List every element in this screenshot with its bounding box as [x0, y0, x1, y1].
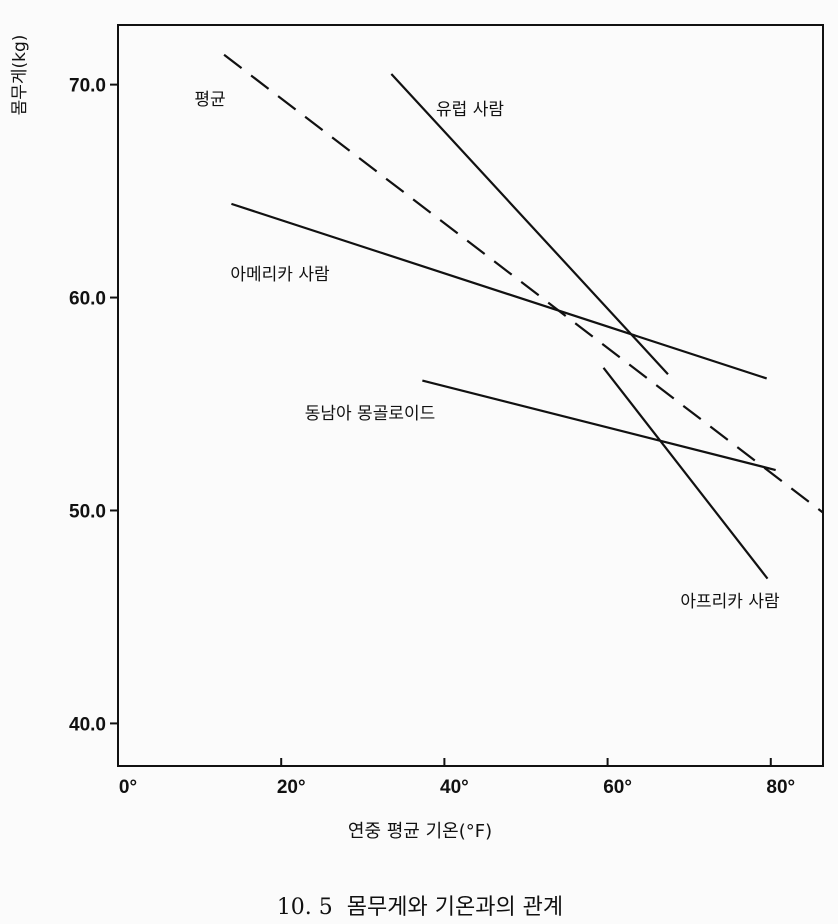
series-line	[422, 379, 776, 472]
series-line	[223, 53, 824, 514]
y-axis-label: 몸무게(kg)	[10, 35, 30, 116]
y-tick-label: 50.0	[69, 501, 106, 522]
x-tick-label: 20°	[277, 777, 306, 798]
caption: 10. 5 몸무게와 기온과의 관계	[277, 895, 563, 920]
x-tick-label: 0°	[119, 777, 137, 798]
x-tick-label: 80°	[766, 777, 795, 798]
series-label: 아프리카 사람	[680, 592, 780, 612]
plot-frame	[117, 24, 824, 767]
series-label: 아메리카 사람	[230, 265, 330, 285]
y-tick-label: 40.0	[69, 714, 106, 735]
y-tick-label: 70.0	[69, 76, 106, 97]
x-tick-label: 60°	[603, 777, 632, 798]
series-line	[602, 367, 769, 580]
series-line	[390, 73, 669, 375]
x-tick-label: 40°	[440, 777, 469, 798]
series-label: 평균	[194, 90, 225, 110]
y-tick-label: 60.0	[69, 289, 106, 310]
series-label: 유럽 사람	[436, 100, 504, 120]
series-label: 동남아 몽골로이드	[305, 404, 436, 424]
x-axis-label: 연중 평균 기온(°F)	[348, 821, 492, 842]
series-line	[231, 202, 768, 380]
